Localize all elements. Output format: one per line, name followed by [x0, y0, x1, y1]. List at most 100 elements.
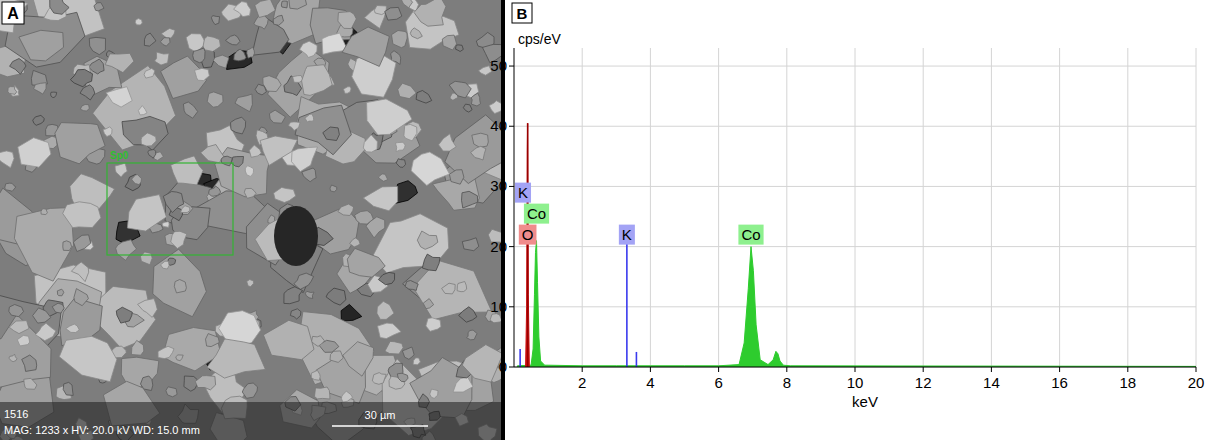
pore [274, 206, 318, 266]
tick [991, 367, 992, 372]
particle [122, 116, 168, 150]
tick [1196, 367, 1197, 372]
element-line [626, 235, 628, 367]
tick [1127, 367, 1128, 372]
particle [59, 336, 117, 381]
particle [274, 187, 296, 202]
tick [509, 66, 514, 67]
particle [269, 110, 285, 123]
particle [397, 373, 408, 382]
particle [245, 166, 253, 177]
particle [312, 336, 325, 347]
panel-letter-box [512, 3, 532, 23]
spectrum-area [517, 241, 1196, 367]
particle [55, 123, 105, 164]
particle [33, 308, 51, 323]
sem-info: MAG: 1233 x HV: 20.0 kV WD: 15.0 mm [4, 424, 200, 436]
particle [453, 377, 473, 392]
y-tick-label: 0 [499, 358, 507, 375]
particle [288, 122, 300, 131]
particle [378, 174, 387, 181]
scale-bar [332, 425, 428, 427]
particle [201, 145, 224, 163]
grid [514, 48, 1196, 367]
particle [131, 340, 143, 355]
particle [74, 289, 89, 306]
particle [52, 303, 64, 313]
particle [338, 204, 354, 215]
particle [50, 0, 69, 14]
particle [103, 127, 112, 137]
particle [247, 280, 254, 287]
panel-letter: B [517, 5, 528, 22]
grid-line [1196, 48, 1197, 367]
grid-line [718, 48, 719, 367]
particle [141, 133, 156, 146]
particle [171, 156, 203, 185]
particle [135, 19, 142, 25]
particle [289, 0, 307, 9]
particle [138, 299, 158, 318]
figure: Sp01516MAG: 1233 x HV: 20.0 kV WD: 15.0 … [0, 0, 1214, 440]
particle [247, 47, 255, 58]
particle [392, 31, 408, 48]
region-label: Sp0 [110, 150, 129, 161]
particle [378, 272, 394, 284]
particle [366, 217, 385, 238]
particle [14, 208, 73, 282]
particle [207, 92, 223, 107]
particle [234, 2, 251, 17]
particle [221, 156, 232, 166]
particle [402, 0, 413, 8]
particle [295, 105, 351, 155]
y-tick-label: 40 [490, 117, 507, 134]
tick [786, 367, 787, 372]
particle [41, 209, 47, 215]
particle [8, 87, 17, 95]
particle [141, 252, 153, 265]
tick [923, 367, 924, 372]
particle [203, 36, 220, 52]
particle [367, 99, 412, 135]
particle [294, 273, 314, 289]
grid-line [650, 48, 651, 367]
particle [105, 53, 134, 72]
particle [144, 68, 155, 78]
particle [305, 114, 314, 122]
particle [18, 138, 51, 168]
particle [213, 55, 229, 68]
particle [463, 104, 472, 112]
x-tick-label: 12 [915, 374, 932, 391]
x-axis-title: keV [852, 393, 878, 410]
particle [467, 330, 478, 340]
x-tick-label: 18 [1119, 374, 1136, 391]
x-tick-label: 8 [783, 374, 791, 391]
tick [509, 126, 514, 127]
particle [273, 15, 283, 25]
peak-label: K [622, 226, 632, 243]
info-strip [0, 402, 501, 440]
particle [183, 102, 197, 118]
particle [311, 370, 320, 380]
particle [63, 382, 73, 395]
grid-line [991, 48, 992, 367]
particle [9, 354, 17, 362]
particle [176, 355, 184, 361]
particle [226, 35, 241, 45]
particle [127, 195, 166, 232]
particle [378, 323, 402, 339]
particle [426, 318, 441, 332]
particle [252, 15, 289, 55]
particle [116, 307, 132, 323]
peak-label: Co [527, 205, 546, 222]
particle [0, 151, 14, 168]
particle [8, 86, 19, 97]
particle [330, 351, 343, 363]
grid-line [1059, 48, 1060, 367]
particle [292, 147, 318, 172]
particle [195, 68, 210, 80]
particle [489, 101, 501, 114]
particle [459, 307, 477, 322]
particle [158, 346, 174, 358]
particle [315, 387, 330, 399]
